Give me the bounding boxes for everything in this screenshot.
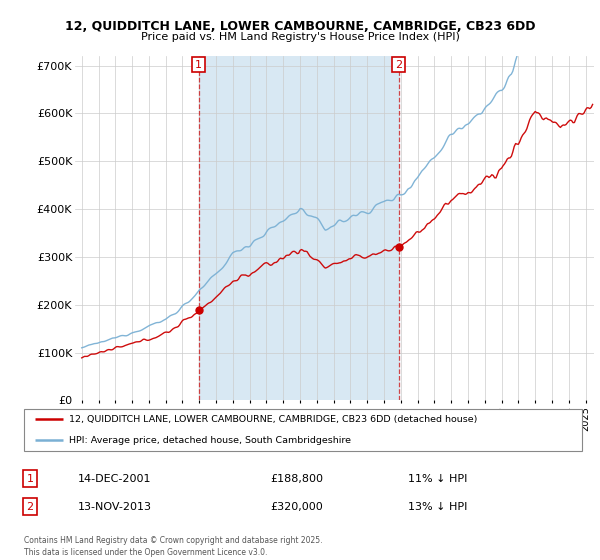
Text: £320,000: £320,000 [270, 502, 323, 512]
FancyBboxPatch shape [24, 409, 582, 451]
Text: 1: 1 [26, 474, 34, 484]
Text: Price paid vs. HM Land Registry's House Price Index (HPI): Price paid vs. HM Land Registry's House … [140, 32, 460, 43]
Text: £188,800: £188,800 [270, 474, 323, 484]
Text: 12, QUIDDITCH LANE, LOWER CAMBOURNE, CAMBRIDGE, CB23 6DD: 12, QUIDDITCH LANE, LOWER CAMBOURNE, CAM… [65, 20, 535, 32]
Text: 1: 1 [195, 59, 202, 69]
Text: 13% ↓ HPI: 13% ↓ HPI [408, 502, 467, 512]
Text: 2: 2 [26, 502, 34, 512]
Text: HPI: Average price, detached house, South Cambridgeshire: HPI: Average price, detached house, Sout… [68, 436, 350, 445]
Bar [199, 56, 398, 400]
Text: 13-NOV-2013: 13-NOV-2013 [78, 502, 152, 512]
Text: 12, QUIDDITCH LANE, LOWER CAMBOURNE, CAMBRIDGE, CB23 6DD (detached house): 12, QUIDDITCH LANE, LOWER CAMBOURNE, CAM… [68, 415, 477, 424]
Text: 11% ↓ HPI: 11% ↓ HPI [408, 474, 467, 484]
Text: 14-DEC-2001: 14-DEC-2001 [78, 474, 151, 484]
Text: Contains HM Land Registry data © Crown copyright and database right 2025.
This d: Contains HM Land Registry data © Crown c… [24, 536, 323, 557]
Text: 2: 2 [395, 59, 402, 69]
